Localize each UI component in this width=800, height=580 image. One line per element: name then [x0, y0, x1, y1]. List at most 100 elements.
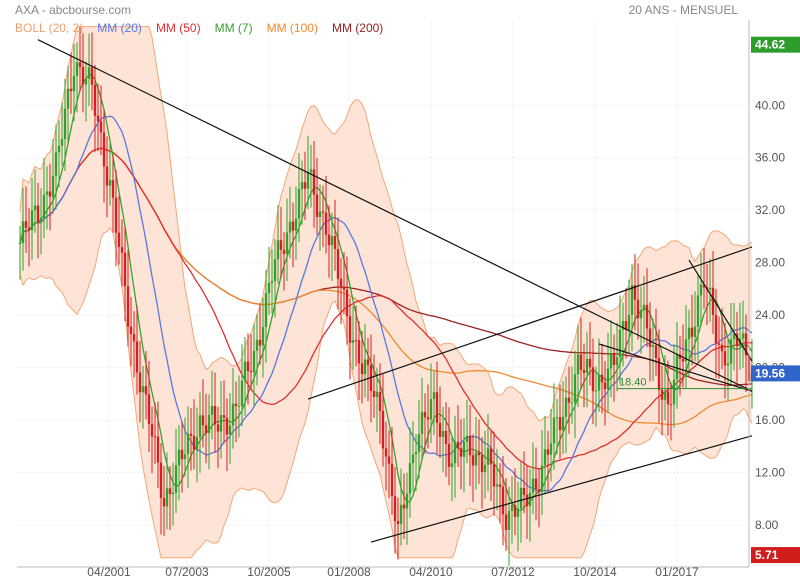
candle-body — [435, 392, 439, 423]
candle-body — [402, 504, 406, 509]
candle-body — [720, 344, 724, 352]
candle-body — [702, 284, 706, 288]
candle-body — [618, 329, 622, 358]
candle-body — [36, 205, 40, 223]
candle-body — [561, 416, 565, 431]
candle-body — [303, 182, 307, 189]
candle-body — [27, 227, 31, 230]
candle-body — [606, 368, 610, 390]
support-label: 18.40 — [619, 377, 647, 389]
candle-body — [162, 498, 166, 507]
candle-body — [549, 443, 553, 455]
candle-body — [585, 358, 589, 373]
y-tick-label: 40.00 — [755, 98, 785, 112]
candle-body — [345, 289, 349, 317]
candle-body — [396, 521, 400, 524]
candle-body — [186, 433, 190, 455]
candle-body — [525, 494, 529, 507]
candle-body — [462, 441, 466, 457]
candle-body — [624, 321, 628, 330]
candle-body — [354, 340, 358, 342]
candle-body — [315, 194, 319, 217]
candle-body — [246, 361, 250, 372]
candle-body — [516, 508, 520, 517]
candle-body — [426, 417, 430, 420]
trend-line-up — [307, 246, 753, 400]
max-price-label-box — [751, 36, 800, 53]
candle-body — [423, 412, 427, 418]
candle-body — [696, 295, 700, 327]
candle-body — [171, 492, 175, 494]
candle-body — [417, 434, 421, 452]
trend-lines: 18.40 — [37, 39, 753, 543]
candle-body — [540, 465, 544, 492]
candle-body — [651, 345, 655, 348]
candle-body — [63, 108, 67, 140]
candle-body — [411, 454, 415, 464]
candle-body — [153, 436, 157, 438]
candle-body — [24, 221, 28, 228]
x-tick-label: 04/2010 — [409, 565, 453, 579]
candle-body — [381, 410, 385, 449]
candle-body — [681, 358, 685, 362]
candle-body — [138, 372, 142, 393]
candle-body — [147, 394, 151, 425]
candle-body — [453, 441, 457, 464]
candle-body — [201, 415, 205, 426]
candle-body — [330, 236, 334, 246]
candle-body — [636, 299, 640, 319]
candle-body — [207, 414, 211, 433]
x-tick-label: 10/2005 — [247, 565, 291, 579]
candle-body — [183, 454, 187, 460]
candle-body — [216, 424, 220, 432]
candle-body — [228, 425, 232, 435]
trend-line-down — [37, 39, 753, 392]
candle-body — [510, 504, 514, 511]
legend-entry: BOLL (20, 2) — [15, 21, 84, 35]
axes: 8.0012.0016.0020.0024.0028.0032.0036.004… — [17, 20, 785, 579]
x-tick-label: 10/2014 — [573, 565, 617, 579]
candle-body — [444, 430, 448, 444]
candle-body — [372, 390, 376, 397]
candle-body — [159, 462, 163, 499]
candle-body — [90, 67, 94, 85]
candle-body — [531, 478, 535, 493]
candle-body — [60, 139, 64, 146]
candle-body — [459, 448, 463, 457]
candle-body — [273, 259, 277, 281]
candle-body — [270, 280, 274, 283]
candle-body — [66, 88, 70, 109]
candle-body — [657, 357, 661, 390]
candle-body — [660, 389, 664, 400]
candle-body — [258, 339, 262, 346]
candle-body — [489, 448, 493, 465]
candle-body — [552, 417, 556, 444]
candle-body — [684, 339, 688, 362]
trend-line-support — [370, 435, 753, 543]
candle-body — [48, 191, 52, 197]
candle-body — [543, 449, 547, 466]
candle-body — [300, 182, 304, 189]
candle-body — [450, 463, 454, 467]
candle-body — [714, 314, 718, 344]
x-tick-label: 07/2003 — [165, 565, 209, 579]
last-price-label: 19.56 — [755, 366, 785, 380]
candle-body — [384, 448, 388, 457]
candle-body — [471, 455, 475, 466]
candle-body — [432, 392, 436, 400]
candle-body — [507, 510, 511, 530]
candle-body — [132, 333, 136, 342]
candle-body — [375, 391, 379, 397]
candle-body — [192, 435, 196, 451]
candle-body — [21, 221, 25, 243]
candle-body — [174, 465, 178, 493]
max-price-label: 44.62 — [755, 38, 785, 52]
candle-body — [105, 166, 109, 186]
candle-body — [114, 197, 118, 233]
candle-body — [645, 304, 649, 329]
y-tick-label: 8.00 — [755, 518, 779, 532]
y-tick-label: 36.00 — [755, 151, 785, 165]
candle-body — [84, 78, 88, 85]
candle-body — [189, 433, 193, 436]
candle-body — [108, 180, 112, 186]
